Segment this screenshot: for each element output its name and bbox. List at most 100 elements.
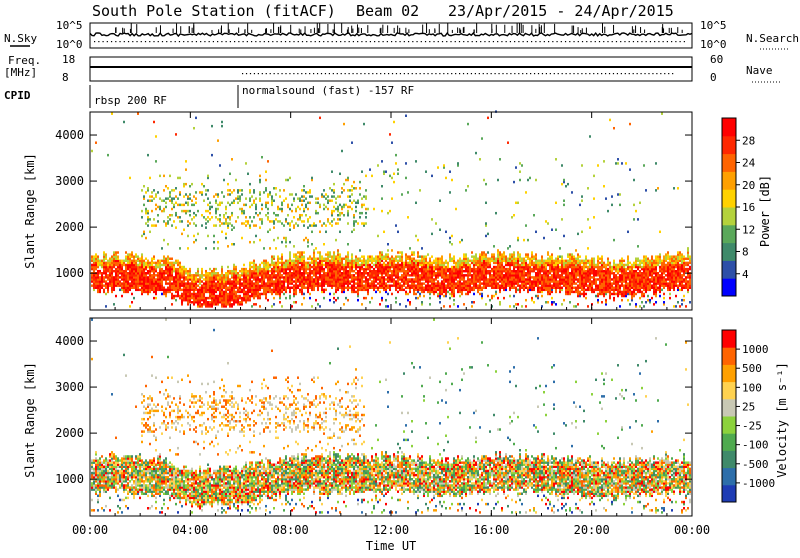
nave-dot — [404, 73, 405, 74]
heatmap-cell — [169, 262, 171, 264]
heatmap-cell — [167, 287, 169, 289]
heatmap-cell — [175, 295, 177, 297]
heatmap-cell — [487, 295, 489, 297]
heatmap-cell — [183, 183, 185, 185]
heatmap-cell — [413, 251, 415, 253]
heatmap-cell — [95, 253, 97, 255]
heatmap-cell — [123, 121, 125, 123]
heatmap-cell — [405, 291, 407, 293]
heatmap-cell — [261, 293, 263, 295]
heatmap-cell — [301, 303, 303, 305]
heatmap-cell — [207, 210, 209, 212]
heatmap-cell — [223, 195, 225, 197]
heatmap-cell — [349, 287, 351, 289]
heatmap-cell — [181, 204, 183, 206]
heatmap-cell — [191, 218, 193, 220]
heatmap-cell — [243, 222, 245, 224]
nave-dot — [589, 73, 590, 74]
heatmap-cell — [367, 255, 369, 257]
heatmap-cell — [289, 287, 291, 289]
nave-dot — [601, 73, 602, 74]
heatmap-cell — [143, 231, 145, 233]
heatmap-cell — [309, 224, 311, 226]
heatmap-cell — [209, 272, 211, 274]
heatmap-cell — [303, 224, 305, 226]
heatmap-cell — [219, 274, 221, 276]
heatmap-cell — [525, 299, 527, 301]
heatmap-cell — [417, 239, 419, 241]
heatmap-cell — [487, 258, 489, 260]
nave-dot — [455, 73, 456, 74]
heatmap-cell — [237, 216, 239, 218]
heatmap-cell — [239, 195, 241, 197]
heatmap-cell — [231, 243, 233, 245]
nsearch-dot — [268, 41, 269, 42]
nsearch-dot — [221, 41, 222, 42]
heatmap-cell — [249, 224, 251, 226]
heatmap-cell — [467, 258, 469, 260]
heatmap-cell — [341, 150, 343, 152]
heatmap-cell — [269, 228, 271, 230]
heatmap-cell — [427, 253, 429, 255]
heatmap-cell — [169, 214, 171, 216]
heatmap-cell — [249, 216, 251, 218]
heatmap-cell — [155, 208, 157, 210]
heatmap-cell — [167, 255, 169, 257]
heatmap-cell — [151, 274, 153, 276]
heatmap-cell — [425, 170, 427, 172]
heatmap-cell — [227, 293, 229, 295]
heatmap-cell — [239, 274, 241, 276]
heatmap-cell — [155, 262, 157, 264]
heatmap-cell — [153, 224, 155, 226]
heatmap-cell — [205, 270, 207, 272]
heatmap-cell — [173, 276, 175, 278]
heatmap-cell — [275, 214, 277, 216]
heatmap-cell — [513, 295, 515, 297]
heatmap-cell — [97, 255, 99, 257]
heatmap-cell — [437, 280, 439, 282]
heatmap-cell — [187, 224, 189, 226]
nsearch-dot — [408, 41, 409, 42]
heatmap-cell — [335, 202, 337, 204]
heatmap-cell — [343, 204, 345, 206]
heatmap-cell — [163, 208, 165, 210]
heatmap-cell — [239, 295, 241, 297]
nave-dot — [593, 73, 594, 74]
heatmap-cell — [389, 274, 391, 276]
heatmap-cell — [309, 216, 311, 218]
nave-dot — [321, 73, 322, 74]
nsearch-dot — [633, 41, 634, 42]
nsearch-dot — [175, 41, 176, 42]
nsearch-dot — [556, 41, 557, 42]
nsearch-dot — [599, 41, 600, 42]
heatmap-cell — [477, 284, 479, 286]
heatmap-cell — [547, 251, 549, 253]
heatmap-cell — [449, 170, 451, 172]
heatmap-cell — [357, 199, 359, 201]
heatmap-cell — [403, 289, 405, 291]
heatmap-cell — [305, 191, 307, 193]
heatmap-cell — [419, 255, 421, 257]
heatmap-cell — [257, 266, 259, 268]
heatmap-cell — [267, 193, 269, 195]
station-title: South Pole Station (fitACF) — [92, 2, 336, 20]
heatmap-cell — [551, 297, 553, 299]
heatmap-cell — [363, 123, 365, 125]
heatmap-cell — [283, 237, 285, 239]
nsearch-dot — [187, 41, 188, 42]
heatmap-cell — [381, 160, 383, 162]
heatmap-cell — [113, 303, 115, 305]
heatmap-cell — [363, 255, 365, 257]
heatmap-cell — [327, 218, 329, 220]
nave-dot — [502, 73, 503, 74]
heatmap-cell — [153, 297, 155, 299]
heatmap-cell — [157, 214, 159, 216]
nave-dot — [550, 73, 551, 74]
nsearch-dot — [243, 41, 244, 42]
heatmap-cell — [281, 208, 283, 210]
nsearch-dot — [455, 41, 456, 42]
nave-dot — [352, 73, 353, 74]
heatmap-cell — [193, 222, 195, 224]
heatmap-cell — [183, 204, 185, 206]
heatmap-cell — [273, 255, 275, 257]
